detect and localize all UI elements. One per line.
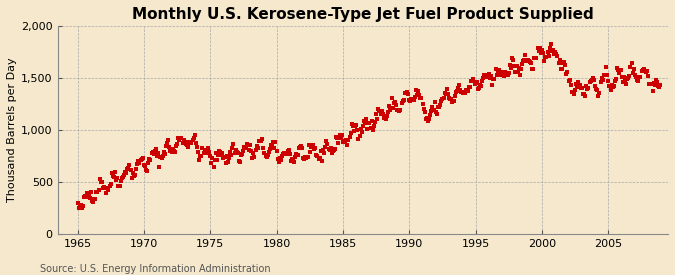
- Y-axis label: Thousand Barrels per Day: Thousand Barrels per Day: [7, 57, 17, 202]
- Text: Source: U.S. Energy Information Administration: Source: U.S. Energy Information Administ…: [40, 264, 271, 274]
- Title: Monthly U.S. Kerosene-Type Jet Fuel Product Supplied: Monthly U.S. Kerosene-Type Jet Fuel Prod…: [132, 7, 594, 22]
